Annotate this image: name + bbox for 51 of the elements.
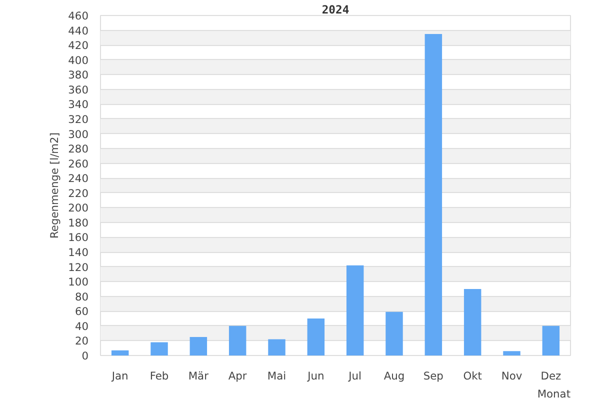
- bar: [307, 318, 325, 356]
- y-tick-label: 460: [68, 10, 89, 22]
- bar: [111, 350, 129, 356]
- y-tick-label: 140: [68, 246, 89, 260]
- y-tick-label: 100: [68, 276, 89, 289]
- bar: [503, 351, 520, 356]
- y-tick-label: 180: [68, 216, 89, 230]
- y-tick-label: 400: [68, 54, 89, 67]
- chart-title: 2024: [322, 2, 350, 16]
- x-tick-label: Feb: [150, 370, 169, 382]
- bar: [386, 312, 403, 356]
- x-tick-label: Okt: [463, 370, 482, 382]
- y-tick-label: 220: [68, 186, 89, 200]
- y-tick-label: 440: [68, 24, 89, 38]
- bar: [190, 337, 208, 356]
- y-tick-label: 200: [68, 202, 89, 215]
- bar: [150, 342, 168, 356]
- x-tick-label: Aug: [384, 370, 405, 382]
- x-tick-label: Jan: [110, 370, 128, 382]
- x-tick-label: Apr: [228, 370, 248, 382]
- x-tick-label: Mai: [267, 370, 286, 382]
- y-tick-label: 240: [68, 172, 89, 186]
- bar: [542, 326, 560, 356]
- y-tick-label: 300: [68, 128, 89, 141]
- y-tick-label: 380: [68, 68, 89, 82]
- y-tick-label: 280: [68, 142, 89, 156]
- y-tick-label: 160: [68, 231, 89, 244]
- bar: [268, 339, 286, 356]
- x-tick-label: Mär: [188, 370, 210, 382]
- bar: [464, 288, 482, 356]
- x-axis-title: Monat: [537, 388, 571, 400]
- bar: [424, 34, 442, 356]
- x-tick-label: Dez: [540, 370, 562, 382]
- y-tick-label: 0: [82, 350, 89, 362]
- y-tick-label: 60: [74, 305, 89, 318]
- y-tick-label: 360: [68, 83, 89, 96]
- x-tick-label: Sep: [423, 370, 444, 382]
- x-tick-label: Jun: [306, 370, 324, 382]
- bar: [346, 265, 364, 356]
- y-tick-label: 20: [74, 334, 89, 348]
- y-tick-label: 120: [68, 260, 89, 274]
- y-tick-label: 420: [68, 39, 89, 52]
- y-tick-label: 320: [68, 112, 89, 126]
- x-tick-label: Jul: [348, 370, 362, 382]
- y-tick-label: 40: [74, 320, 89, 333]
- x-tick-label: Nov: [501, 370, 522, 382]
- y-tick-label: 80: [74, 290, 89, 304]
- bar: [228, 326, 246, 356]
- y-axis-title: Regenmenge [l/m2]: [48, 132, 62, 238]
- y-tick-label: 340: [68, 98, 89, 112]
- y-tick-label: 260: [68, 157, 89, 170]
